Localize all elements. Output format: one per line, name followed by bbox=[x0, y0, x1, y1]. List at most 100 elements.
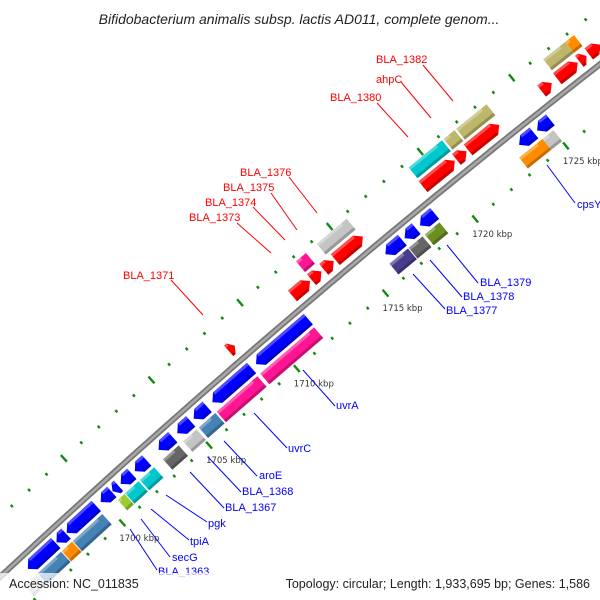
gene-label-aroe[interactable]: aroE bbox=[259, 470, 282, 482]
reverse-gene-arrow[interactable] bbox=[130, 455, 152, 476]
gene-feature-box[interactable] bbox=[72, 514, 112, 552]
gene-bevel-light bbox=[28, 537, 54, 562]
gene-label-bla-1367[interactable]: BLA_1367 bbox=[225, 502, 276, 514]
gene-feature-box[interactable] bbox=[519, 138, 552, 169]
gene-bevel-shade bbox=[581, 62, 587, 67]
gene-body bbox=[72, 514, 112, 552]
gene-label-ahpc[interactable]: ahpC bbox=[376, 74, 402, 86]
gene-bevel-shade bbox=[572, 43, 583, 53]
major-tick bbox=[507, 73, 516, 83]
gene-feature-box[interactable] bbox=[424, 222, 449, 246]
scale-label: 1710 kbp bbox=[294, 380, 334, 390]
forward-gene-arrow[interactable] bbox=[319, 256, 338, 275]
gene-feature-box[interactable] bbox=[117, 493, 134, 511]
gene-label-bla-1378[interactable]: BLA_1378 bbox=[463, 291, 514, 303]
gene-feature-box[interactable] bbox=[260, 327, 324, 385]
gene-feature-box[interactable] bbox=[296, 253, 315, 273]
gene-label-bla-1371[interactable]: BLA_1371 bbox=[123, 270, 174, 282]
gene-bevel-shade bbox=[267, 335, 324, 385]
gene-feature-box[interactable] bbox=[162, 445, 188, 470]
major-tick bbox=[32, 597, 37, 600]
gene-bevel-shade bbox=[64, 536, 71, 543]
gene-bevel-light bbox=[198, 417, 213, 430]
reverse-gene-arrow[interactable] bbox=[62, 500, 101, 538]
gene-feature-box[interactable] bbox=[216, 376, 267, 423]
gene-bevel-light bbox=[67, 500, 94, 526]
reverse-gene-arrow[interactable] bbox=[533, 114, 555, 136]
forward-gene-arrow[interactable] bbox=[537, 78, 556, 97]
gene-label-bla-1374[interactable]: BLA_1374 bbox=[205, 197, 256, 209]
minor-tick bbox=[401, 276, 406, 281]
forward-gene-arrow[interactable] bbox=[552, 57, 582, 85]
gene-bevel-light bbox=[565, 39, 571, 45]
major-tick bbox=[381, 288, 390, 298]
reverse-gene-arrow[interactable] bbox=[515, 127, 539, 150]
reverse-gene-arrow[interactable] bbox=[52, 528, 71, 547]
gene-feature-box[interactable] bbox=[125, 481, 148, 504]
gene-label-uvrc[interactable]: uvrC bbox=[288, 443, 311, 455]
reverse-gene-arrow[interactable] bbox=[154, 432, 178, 455]
gene-feature-box[interactable] bbox=[139, 467, 164, 491]
forward-gene-arrow[interactable] bbox=[287, 276, 315, 302]
gene-label-uvra[interactable]: uvrA bbox=[336, 400, 359, 412]
forward-gene-arrow[interactable] bbox=[330, 231, 368, 266]
gene-bevel-light bbox=[72, 518, 100, 544]
gene-body bbox=[56, 528, 71, 543]
reverse-gene-arrow[interactable] bbox=[108, 480, 124, 497]
gene-feature-box[interactable] bbox=[389, 248, 417, 275]
reverse-gene-arrow[interactable] bbox=[381, 234, 407, 260]
label-leader-line bbox=[207, 456, 242, 493]
gene-feature-box[interactable] bbox=[183, 429, 206, 452]
forward-gene-arrow[interactable] bbox=[575, 50, 591, 67]
gene-bevel-shade bbox=[201, 409, 212, 420]
reverse-gene-arrow[interactable] bbox=[208, 362, 257, 408]
gene-feature-box[interactable] bbox=[543, 41, 574, 71]
gene-feature-box[interactable] bbox=[408, 140, 451, 179]
gene-label-secg[interactable]: secG bbox=[172, 552, 198, 564]
gene-feature-box[interactable] bbox=[456, 104, 496, 140]
gene-label-tpia[interactable]: tpiA bbox=[190, 536, 210, 548]
gene-body bbox=[389, 248, 417, 275]
gene-feature-box[interactable] bbox=[443, 130, 464, 150]
reverse-gene-arrow[interactable] bbox=[251, 313, 313, 370]
gene-bevel-light bbox=[213, 362, 249, 395]
forward-gene-arrow[interactable] bbox=[452, 146, 471, 165]
forward-gene-arrow[interactable] bbox=[418, 155, 460, 193]
gene-bevel-shade bbox=[431, 230, 449, 246]
gene-label-bla-1375[interactable]: BLA_1375 bbox=[223, 182, 274, 194]
gene-label-cpsy[interactable]: cpsY bbox=[577, 199, 600, 211]
gene-label-bla-1377[interactable]: BLA_1377 bbox=[446, 305, 497, 317]
minor-tick bbox=[259, 397, 264, 401]
gene-feature-box[interactable] bbox=[408, 236, 432, 259]
gene-label-bla-1376[interactable]: BLA_1376 bbox=[240, 167, 291, 179]
gene-label-bla-1380[interactable]: BLA_1380 bbox=[330, 92, 381, 104]
gene-body bbox=[158, 432, 178, 451]
minor-tick bbox=[103, 536, 108, 541]
label-leader-line bbox=[412, 273, 446, 310]
gene-feature-box[interactable] bbox=[316, 218, 356, 255]
reverse-gene-arrow[interactable] bbox=[96, 486, 117, 507]
gene-feature-box[interactable] bbox=[565, 35, 583, 53]
gene-label-bla-1373[interactable]: BLA_1373 bbox=[189, 212, 240, 224]
gene-feature-box[interactable] bbox=[198, 412, 225, 439]
reverse-gene-arrow[interactable] bbox=[189, 401, 212, 424]
reverse-gene-arrow[interactable] bbox=[23, 537, 61, 574]
gene-bevel-shade bbox=[80, 522, 112, 552]
forward-gene-arrow[interactable] bbox=[463, 119, 504, 156]
reverse-gene-arrow[interactable] bbox=[116, 468, 137, 489]
scale-label: 1705 kbp bbox=[206, 456, 246, 466]
forward-gene-arrow[interactable] bbox=[306, 266, 326, 286]
gene-label-bla-1382[interactable]: BLA_1382 bbox=[376, 54, 427, 66]
gene-feature-box[interactable] bbox=[61, 541, 82, 562]
forward-gene-arrow[interactable] bbox=[584, 39, 600, 60]
reverse-gene-arrow[interactable] bbox=[400, 223, 421, 243]
reverse-gene-arrow[interactable] bbox=[416, 208, 440, 231]
forward-gene-arrow[interactable] bbox=[224, 340, 239, 357]
gene-label-bla-1379[interactable]: BLA_1379 bbox=[480, 277, 531, 289]
reverse-gene-arrow[interactable] bbox=[173, 416, 196, 438]
gene-feature-box[interactable] bbox=[542, 130, 563, 150]
gene-label-pgk[interactable]: pgk bbox=[208, 518, 226, 530]
gene-label-bla-1368[interactable]: BLA_1368 bbox=[242, 486, 293, 498]
